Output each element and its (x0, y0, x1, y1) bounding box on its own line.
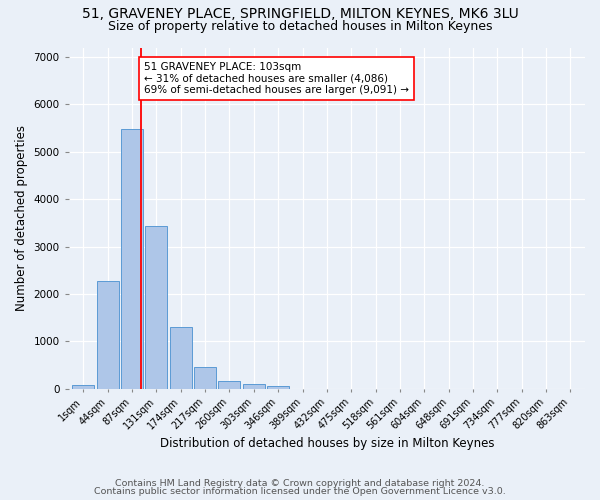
Text: Contains public sector information licensed under the Open Government Licence v3: Contains public sector information licen… (94, 487, 506, 496)
Bar (243, 384, 265, 389)
Y-axis label: Number of detached properties: Number of detached properties (15, 125, 28, 311)
Text: Contains HM Land Registry data © Crown copyright and database right 2024.: Contains HM Land Registry data © Crown c… (115, 478, 485, 488)
Bar (73, 385, 94, 389)
Bar (218, 382, 241, 389)
Text: 51, GRAVENEY PLACE, SPRINGFIELD, MILTON KEYNES, MK6 3LU: 51, GRAVENEY PLACE, SPRINGFIELD, MILTON … (82, 8, 518, 22)
X-axis label: Distribution of detached houses by size in Milton Keynes: Distribution of detached houses by size … (160, 437, 494, 450)
Bar (121, 129, 143, 389)
Bar (267, 386, 289, 389)
Text: 51 GRAVENEY PLACE: 103sqm
← 31% of detached houses are smaller (4,086)
69% of se: 51 GRAVENEY PLACE: 103sqm ← 31% of detac… (144, 62, 409, 95)
Bar (145, 226, 167, 389)
Bar (194, 366, 216, 389)
Bar (97, 280, 119, 389)
Bar (170, 326, 191, 389)
Text: Size of property relative to detached houses in Milton Keynes: Size of property relative to detached ho… (108, 20, 492, 33)
